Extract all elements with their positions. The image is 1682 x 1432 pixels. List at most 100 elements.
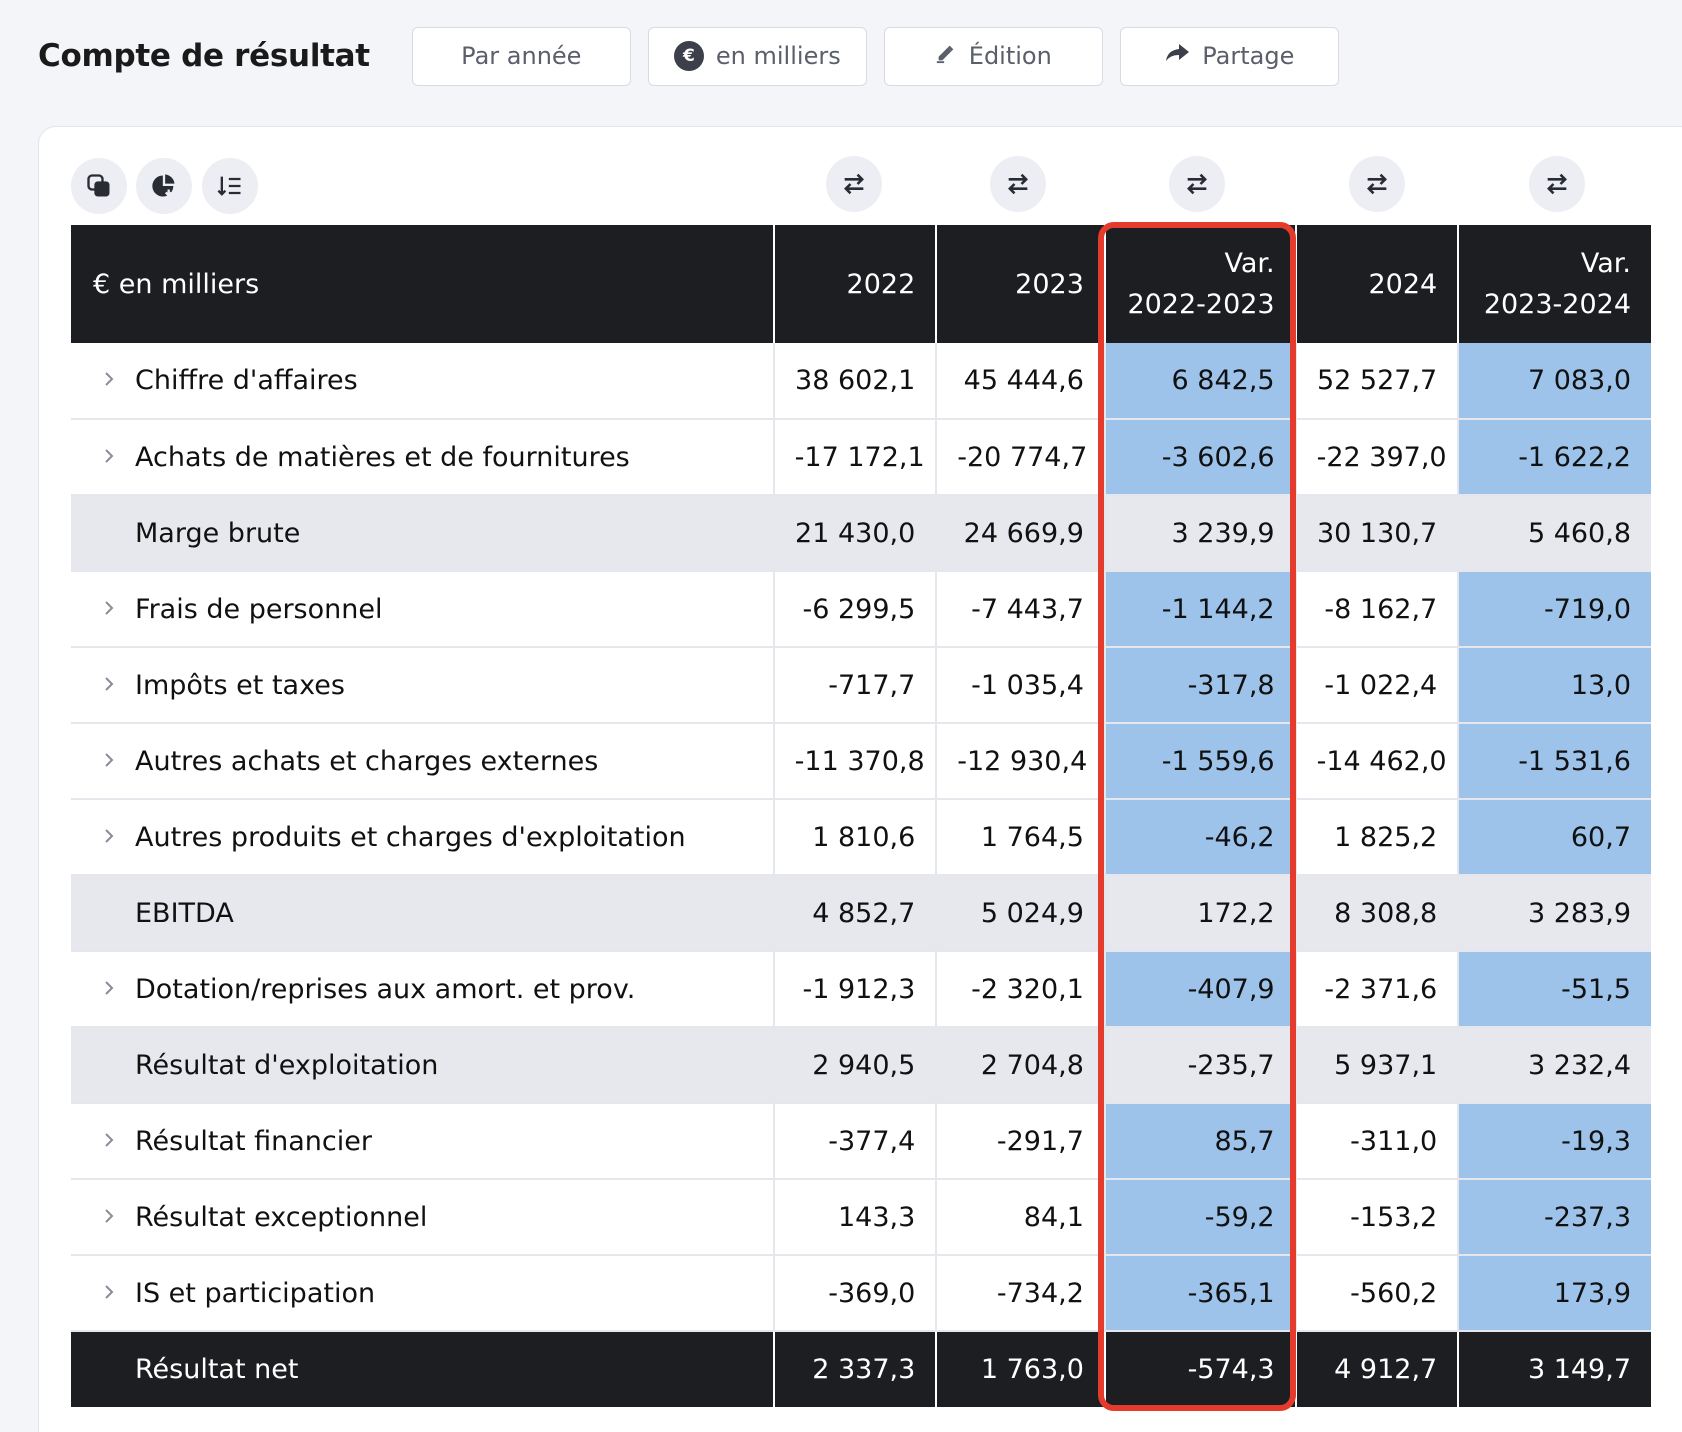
value-2023: -12 930,4 <box>935 723 1105 800</box>
table-row[interactable]: Chiffre d'affaires 38 602,1 45 444,6 6 842,… <box>71 343 1651 420</box>
variation-2023-2024: 3 283,9 <box>1457 875 1651 952</box>
value-2024: -560,2 <box>1294 1255 1459 1332</box>
share-arrow-icon <box>1164 42 1190 70</box>
chevron-right-icon[interactable] <box>101 1280 135 1308</box>
chevron-right-icon[interactable] <box>101 1204 135 1232</box>
row-label: Marge brute <box>71 495 774 572</box>
variation-2022-2023: 85,7 <box>1103 1103 1296 1180</box>
swap-arrows-icon[interactable] <box>1349 156 1405 212</box>
value-2022: -369,0 <box>772 1255 937 1332</box>
table-row[interactable]: Autres produits et charges d'exploitatio… <box>71 799 1651 876</box>
table-row[interactable]: Résultat financier -377,4 -291,7 85,7 -311,0… <box>71 1103 1651 1180</box>
value-2023: -2 320,1 <box>935 951 1105 1028</box>
header-2022: 2022 <box>772 225 937 343</box>
value-2023: 1 763,0 <box>935 1331 1105 1407</box>
by-year-button[interactable]: Par année <box>411 26 631 86</box>
table-row[interactable]: Dotation/reprises aux amort. et prov. -1 … <box>71 951 1651 1028</box>
value-2023: 2 704,8 <box>935 1027 1105 1104</box>
sort-list-icon[interactable] <box>202 158 258 214</box>
table-row[interactable]: Autres achats et charges externes -11 370… <box>71 723 1651 800</box>
chart-download-icon[interactable] <box>136 158 192 214</box>
share-button[interactable]: Partage <box>1119 26 1339 86</box>
value-2023: -20 774,7 <box>935 419 1105 496</box>
table-row[interactable]: Achats de matières et de fournitures -17 … <box>71 419 1651 496</box>
row-label: Dotation/reprises aux amort. et prov. <box>71 951 774 1028</box>
row-label: Résultat financier <box>71 1103 774 1180</box>
units-label: en milliers <box>715 42 841 70</box>
value-2024: -153,2 <box>1294 1179 1459 1256</box>
table-row[interactable]: IS et participation -369,0 -734,2 -365,1 -56… <box>71 1255 1651 1332</box>
value-2024: -1 022,4 <box>1294 647 1459 724</box>
variation-2023-2024: 173,9 <box>1457 1255 1651 1332</box>
value-2023: 45 444,6 <box>935 343 1105 420</box>
row-label: IS et participation <box>71 1255 774 1332</box>
value-2024: 4 912,7 <box>1294 1331 1459 1407</box>
header-var-2022-2023: Var. 2022-2023 <box>1103 225 1296 343</box>
page-title: Compte de résultat <box>38 38 370 74</box>
value-2023: -7 443,7 <box>935 571 1105 648</box>
swap-arrows-icon[interactable] <box>990 156 1046 212</box>
chevron-right-icon[interactable] <box>101 596 135 624</box>
chevron-right-icon[interactable] <box>101 444 135 472</box>
value-2022: 143,3 <box>772 1179 937 1256</box>
variation-2022-2023: -235,7 <box>1103 1027 1296 1104</box>
share-label: Partage <box>1202 42 1295 70</box>
variation-2023-2024: 3 232,4 <box>1457 1027 1651 1104</box>
table-row: EBITDA 4 852,7 5 024,9 172,2 8 308,8 3 283,9 <box>71 875 1651 952</box>
value-2022: 21 430,0 <box>772 495 937 572</box>
header-label: € en milliers <box>71 225 774 343</box>
edit-button[interactable]: Édition <box>883 26 1103 86</box>
chevron-right-icon[interactable] <box>101 1128 135 1156</box>
variation-2023-2024: 3 149,7 <box>1457 1331 1651 1407</box>
variation-2023-2024: -1 622,2 <box>1457 419 1651 496</box>
value-2022: -1 912,3 <box>772 951 937 1028</box>
swap-arrows-icon[interactable] <box>1169 156 1225 212</box>
table-row[interactable]: Frais de personnel -6 299,5 -7 443,7 -1 144… <box>71 571 1651 648</box>
value-2022: 4 852,7 <box>772 875 937 952</box>
variation-2023-2024: 7 083,0 <box>1457 343 1651 420</box>
swap-arrows-icon[interactable] <box>826 156 882 212</box>
variation-2022-2023: 6 842,5 <box>1103 343 1296 420</box>
value-2023: 5 024,9 <box>935 875 1105 952</box>
row-label: Autres achats et charges externes <box>71 723 774 800</box>
units-button[interactable]: € en milliers <box>647 26 867 86</box>
variation-2023-2024: 5 460,8 <box>1457 495 1651 572</box>
value-2022: -717,7 <box>772 647 937 724</box>
variation-2023-2024: -719,0 <box>1457 571 1651 648</box>
row-label: EBITDA <box>71 875 774 952</box>
row-label: Chiffre d'affaires <box>71 343 774 420</box>
value-2024: 52 527,7 <box>1294 343 1459 420</box>
chevron-right-icon[interactable] <box>101 976 135 1004</box>
variation-2022-2023: 3 239,9 <box>1103 495 1296 572</box>
chevron-right-icon[interactable] <box>101 748 135 776</box>
copy-icon[interactable] <box>71 158 127 214</box>
value-2022: -6 299,5 <box>772 571 937 648</box>
chevron-right-icon[interactable] <box>101 824 135 852</box>
value-2024: 5 937,1 <box>1294 1027 1459 1104</box>
variation-2022-2023: -365,1 <box>1103 1255 1296 1332</box>
table-row[interactable]: Impôts et taxes -717,7 -1 035,4 -317,8 -1 02… <box>71 647 1651 724</box>
euro-badge-icon: € <box>673 41 704 71</box>
variation-2023-2024: -19,3 <box>1457 1103 1651 1180</box>
header-2023: 2023 <box>935 225 1105 343</box>
value-2023: 24 669,9 <box>935 495 1105 572</box>
row-label: Résultat d'exploitation <box>71 1027 774 1104</box>
variation-2023-2024: 60,7 <box>1457 799 1651 876</box>
pencil-icon <box>935 42 957 70</box>
value-2022: 2 337,3 <box>772 1331 937 1407</box>
chevron-right-icon[interactable] <box>101 672 135 700</box>
value-2022: -377,4 <box>772 1103 937 1180</box>
value-2024: -22 397,0 <box>1294 419 1459 496</box>
variation-2022-2023: -1 559,6 <box>1103 723 1296 800</box>
chevron-right-icon[interactable] <box>101 367 135 395</box>
variation-2023-2024: -1 531,6 <box>1457 723 1651 800</box>
table-row[interactable]: Résultat exceptionnel 143,3 84,1 -59,2 -153,… <box>71 1179 1651 1256</box>
top-bar: Compte de résultat Par année € en millie… <box>38 26 1339 86</box>
table-row: Résultat net 2 337,3 1 763,0 -574,3 4 912,7 3… <box>71 1331 1651 1407</box>
value-2022: -11 370,8 <box>772 723 937 800</box>
value-2022: 2 940,5 <box>772 1027 937 1104</box>
variation-2022-2023: 172,2 <box>1103 875 1296 952</box>
row-label: Frais de personnel <box>71 571 774 648</box>
swap-arrows-icon[interactable] <box>1529 156 1585 212</box>
header-2024: 2024 <box>1294 225 1459 343</box>
